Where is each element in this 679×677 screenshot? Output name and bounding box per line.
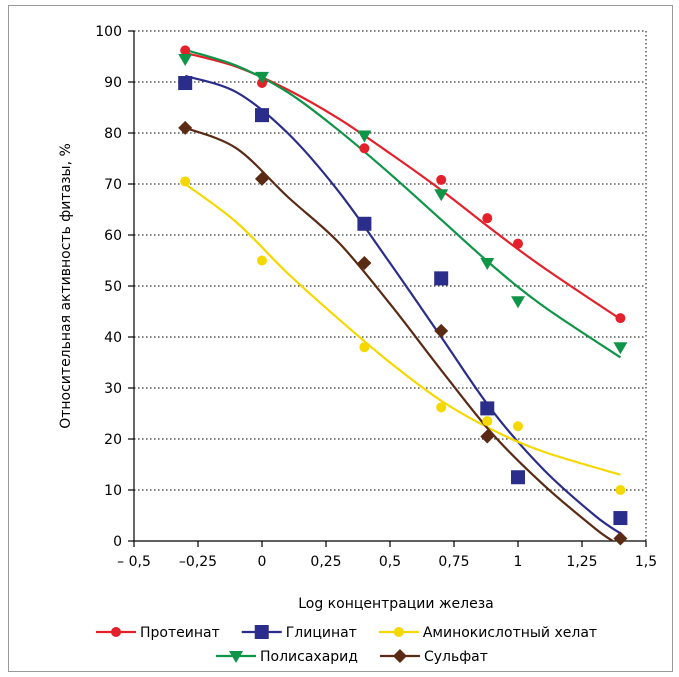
data-point-series-2: [434, 271, 449, 286]
data-point-series-5: [255, 171, 269, 186]
x-tick-label: 0,25: [310, 554, 341, 570]
legend-marker: [392, 649, 407, 663]
trend-line-series-3: [184, 183, 621, 476]
data-point-series-1: [615, 313, 626, 324]
legend-item: Протеинат: [96, 625, 220, 641]
legend-marker: [393, 627, 404, 637]
data-point-series-4: [434, 189, 449, 202]
legend-label: Полисахарид: [260, 649, 358, 665]
data-point-series-4: [357, 130, 372, 143]
y-tick-label: 80: [104, 126, 122, 142]
data-point-series-2: [357, 216, 372, 231]
data-point-series-1: [180, 45, 191, 56]
legend-marker: [254, 625, 269, 639]
legend-label: Протеинат: [140, 625, 220, 641]
data-point-series-1: [482, 213, 493, 224]
y-tick-label: 0: [113, 534, 122, 550]
data-point-series-5: [434, 323, 449, 338]
x-tick-label: 0,5: [379, 554, 401, 570]
legend-item: Глицинат: [241, 625, 357, 641]
data-point-series-4: [511, 296, 525, 309]
legend-item: Сульфат: [379, 649, 488, 665]
data-point-series-4: [480, 258, 495, 271]
x-tick-label: –0,25: [179, 554, 217, 570]
chart-frame: [8, 5, 673, 672]
trend-line-series-2: [184, 74, 622, 535]
data-point-series-1: [359, 143, 370, 154]
data-point-series-5: [480, 429, 495, 444]
x-tick-label: 0: [258, 554, 267, 570]
y-tick-label: 40: [104, 330, 122, 346]
legend-label: Аминокислотный хелат: [423, 625, 597, 641]
data-point-series-2: [480, 401, 495, 416]
data-point-series-2: [511, 470, 525, 485]
data-point-series-3: [615, 485, 626, 495]
x-tick-label: 1,25: [566, 554, 597, 570]
data-point-series-5: [357, 256, 372, 271]
trend-line-series-5: [184, 126, 614, 542]
legend-marker: [229, 651, 243, 663]
y-tick-label: 50: [104, 279, 122, 295]
x-tick-label: 0,75: [438, 554, 469, 570]
x-tick-label: 1,5: [635, 554, 657, 570]
data-point-series-1: [513, 238, 523, 249]
data-point-series-3: [436, 402, 447, 413]
data-point-series-3: [257, 255, 267, 266]
legend-label: Глицинат: [286, 625, 357, 641]
data-point-series-2: [178, 76, 193, 91]
legend-item: Полисахарид: [216, 649, 358, 665]
data-point-series-1: [436, 174, 447, 185]
y-tick-label: 70: [104, 177, 122, 193]
x-tick-label: 1: [514, 554, 523, 570]
legend-item: Аминокислотный хелат: [378, 625, 597, 641]
y-tick-label: 60: [104, 228, 122, 244]
data-point-series-3: [513, 421, 523, 432]
trend-line-series-4: [184, 48, 622, 359]
y-tick-label: 90: [104, 75, 122, 91]
data-point-series-4: [613, 342, 628, 355]
legend-marker: [111, 627, 121, 637]
data-point-series-2: [613, 511, 628, 526]
y-tick-label: 100: [95, 24, 122, 40]
legend-label: Сульфат: [424, 649, 488, 665]
data-point-series-4: [255, 71, 269, 84]
data-point-series-3: [359, 342, 370, 353]
x-tick-label: – 0,5: [117, 554, 151, 570]
data-point-series-5: [613, 531, 628, 546]
data-point-series-2: [255, 108, 269, 123]
y-tick-label: 20: [104, 432, 122, 448]
data-point-series-3: [482, 416, 493, 427]
y-tick-label: 10: [104, 483, 122, 499]
x-axis-title: Log концентрации железа: [298, 596, 494, 612]
data-point-series-4: [178, 54, 193, 67]
data-point-series-5: [178, 120, 193, 135]
y-tick-label: 30: [104, 381, 122, 397]
y-axis-title: Относительная активность фитазы, %: [58, 143, 74, 429]
data-point-series-3: [180, 176, 191, 187]
